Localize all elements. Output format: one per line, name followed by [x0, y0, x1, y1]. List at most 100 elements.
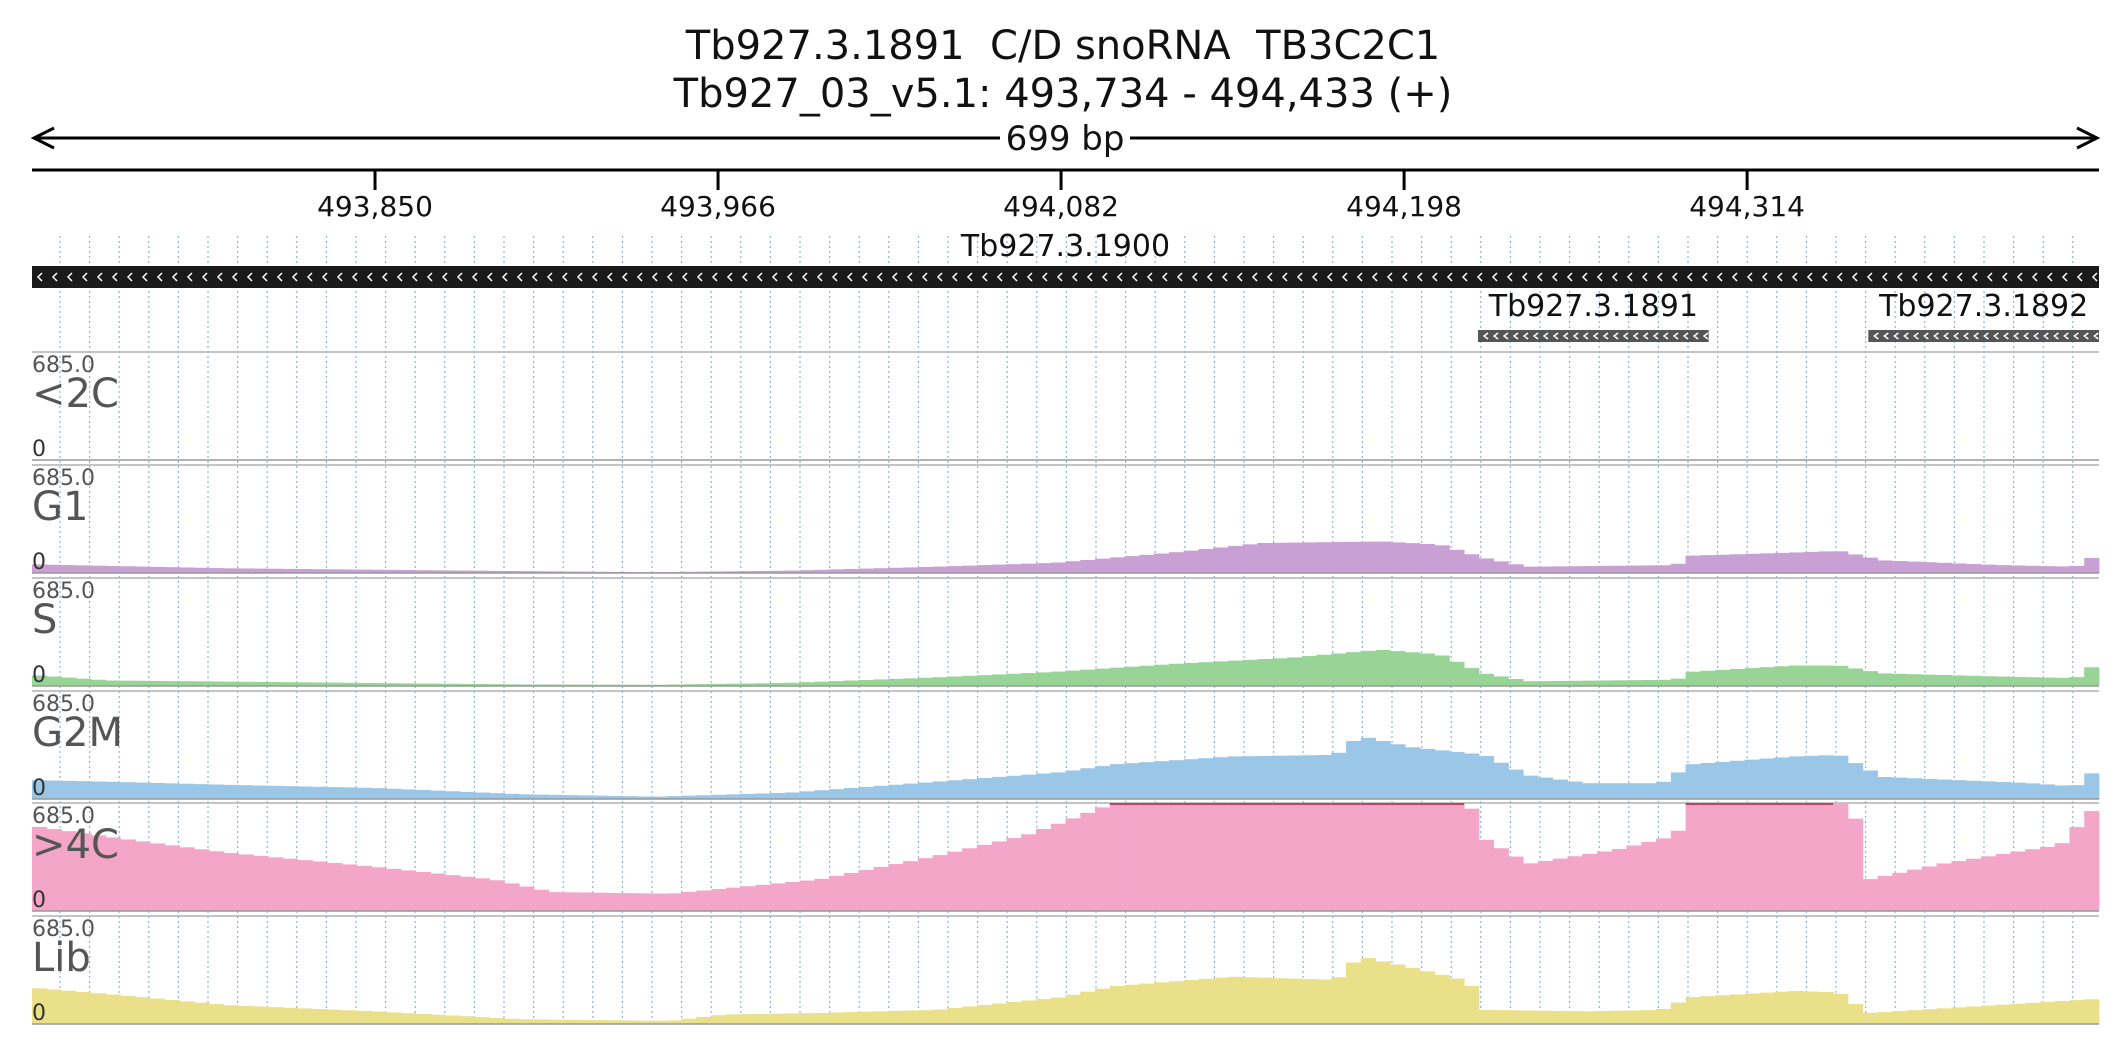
coverage-bar — [1331, 653, 1347, 686]
coverage-bar — [1272, 978, 1288, 1024]
coverage-bar — [150, 843, 166, 911]
coverage-bar — [770, 1013, 786, 1024]
coverage-bar — [1833, 551, 1849, 573]
coverage-bar — [1493, 676, 1509, 686]
coverage-bar — [1301, 755, 1317, 799]
coverage-bar — [976, 844, 993, 911]
coverage-bar — [711, 571, 727, 573]
coverage-bar — [430, 570, 446, 573]
coverage-bar — [1641, 841, 1657, 911]
track-min-label: 0 — [32, 888, 46, 913]
coverage-bar — [282, 1007, 299, 1024]
coverage-bar — [356, 1010, 372, 1024]
coverage-bar — [1286, 657, 1303, 686]
coverage-bar — [268, 1007, 284, 1024]
coverage-bar — [814, 569, 830, 573]
coverage-bar — [2054, 785, 2070, 799]
coverage-bar — [563, 795, 579, 799]
coverage-bar — [519, 1019, 535, 1024]
coverage-bar — [1346, 652, 1362, 686]
coverage-bar — [194, 849, 210, 911]
coverage-bar — [1021, 673, 1037, 686]
coverage-bar — [1611, 848, 1627, 911]
coverage-bar — [386, 683, 402, 686]
coverage-bar — [1331, 977, 1347, 1024]
coverage-bar — [401, 870, 417, 911]
coverage-bar — [1656, 679, 1672, 686]
coverage-bar — [1921, 674, 1937, 686]
coverage-bar — [504, 883, 520, 911]
coverage-bar — [1390, 744, 1406, 799]
coverage-bar — [1464, 985, 1480, 1024]
coverage-bar — [1286, 803, 1303, 911]
coverage-bar — [1493, 848, 1509, 911]
gene-body — [32, 266, 2099, 288]
coverage-bar — [903, 1010, 919, 1024]
coverage-bar — [962, 848, 978, 911]
coverage-bar — [711, 889, 727, 911]
coverage-bar — [1877, 777, 1893, 799]
coverage-bar — [1478, 839, 1495, 911]
coverage-bar — [1257, 755, 1273, 799]
coverage-bar — [666, 893, 683, 911]
gene-label: Tb927.3.1892 — [1878, 289, 2088, 324]
coverage-bar — [1390, 803, 1406, 911]
coverage-bar — [76, 781, 92, 799]
coverage-bar — [917, 677, 934, 686]
coverage-bar — [593, 892, 609, 911]
coverage-bar — [976, 675, 993, 686]
coverage-bar — [1168, 981, 1185, 1024]
coverage-bar — [1316, 654, 1332, 686]
coverage-bar — [46, 829, 62, 911]
coverage-bar — [179, 847, 195, 911]
coverage-bar — [1980, 856, 1997, 911]
coverage-bar — [312, 786, 328, 799]
coverage-bar — [962, 565, 978, 573]
coverage-bar — [1877, 875, 1893, 911]
coverage-bar — [1478, 755, 1495, 799]
coverage-bar — [696, 1016, 712, 1024]
gene-feature: Tb927.3.1900 — [32, 229, 2099, 288]
coverage-bar — [1478, 558, 1495, 573]
coverage-bar — [1582, 680, 1598, 686]
coverage-bar — [2010, 782, 2026, 799]
coverage-bar — [282, 786, 299, 799]
coverage-bar — [1065, 994, 1081, 1024]
coverage-bar — [1951, 1007, 1967, 1024]
coverage-bar — [888, 1010, 904, 1024]
coverage-bar — [2039, 784, 2056, 799]
coverage-bar — [1375, 803, 1391, 911]
coverage-bar — [1656, 781, 1672, 799]
coverage-bar — [1523, 681, 1539, 686]
coverage-bar — [622, 796, 638, 799]
coverage-bar — [356, 569, 372, 573]
coverage-bar — [2025, 1002, 2041, 1024]
coverage-bar — [91, 993, 107, 1024]
coverage-bar — [253, 681, 269, 686]
coverage-bar — [1582, 1011, 1598, 1024]
coverage-bar — [593, 795, 609, 799]
coverage-bar — [1139, 762, 1155, 799]
coverage-bar — [1641, 679, 1657, 686]
coverage-bar — [829, 569, 845, 573]
coverage-bar — [1360, 650, 1376, 686]
coverage-bar — [1700, 555, 1716, 573]
coverage-bar — [194, 1002, 210, 1024]
coverage-bar — [1597, 783, 1613, 799]
coverage-bar — [238, 568, 254, 573]
coverage-bar — [1729, 554, 1746, 573]
coverage-bar — [1980, 676, 1997, 686]
coverage-bar — [873, 866, 889, 911]
tick-label: 494,198 — [1346, 190, 1462, 223]
coverage-bar — [1537, 566, 1554, 573]
coverage-bar — [91, 781, 107, 799]
coverage-bar — [1035, 563, 1052, 573]
coverage-track: 685.0G1 0 — [32, 464, 2100, 575]
coverage-bar — [740, 793, 756, 799]
coverage-bar — [1198, 549, 1214, 573]
coverage-bar — [1759, 758, 1775, 799]
coverage-bar — [282, 568, 299, 573]
coverage-bar — [430, 683, 446, 686]
